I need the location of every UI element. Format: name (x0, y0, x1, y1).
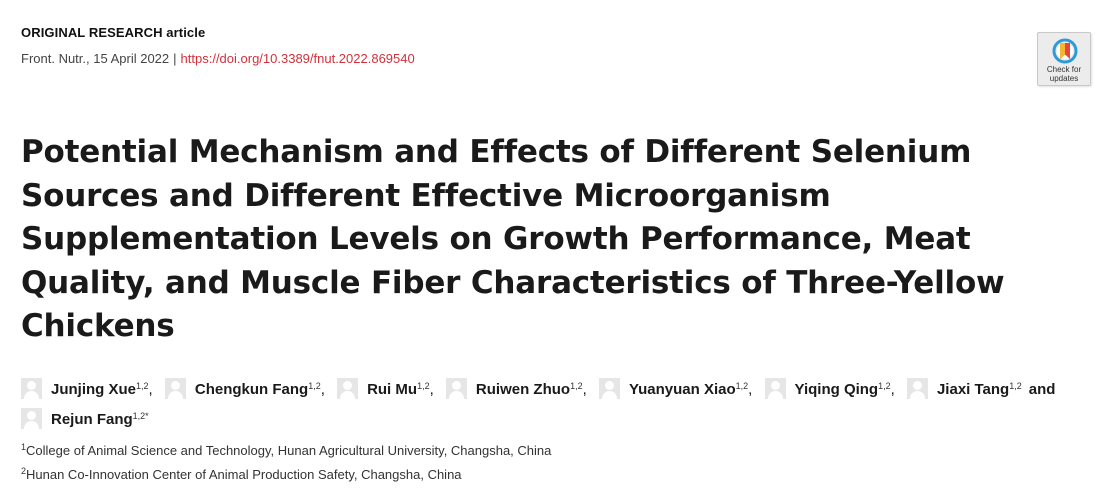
citation-separator: | (173, 51, 177, 66)
author-name[interactable]: Yiqing Qing (794, 381, 879, 398)
author-affiliation-sup: 1,2 (417, 381, 430, 391)
author-separator: , (890, 381, 895, 398)
author-name[interactable]: Rui Mu (367, 381, 418, 398)
avatar-placeholder-icon (21, 408, 42, 429)
author-affiliation-sup: 1,2 (136, 381, 149, 391)
author-name[interactable]: Chengkun Fang (194, 381, 309, 398)
doi-link[interactable]: https://doi.org/10.3389/fnut.2022.869540 (180, 51, 415, 66)
author-affiliation-sup: 1,2 (735, 381, 749, 391)
avatar-placeholder-icon (337, 378, 359, 399)
check-updates-line2: updates (1049, 74, 1079, 83)
author-name[interactable]: Junjing Xue (51, 381, 137, 398)
author-name[interactable]: Jiaxi Tang (936, 381, 1010, 398)
author-list: Junjing Xue1,2, Chengkun Fang1,2, Rui Mu… (21, 373, 1096, 433)
author-name[interactable]: Yuanyuan Xiao (628, 381, 736, 398)
author-name[interactable]: Rejun Fang (51, 411, 133, 428)
affiliation-text: Hunan Co-Innovation Center of Animal Pro… (26, 467, 462, 482)
avatar-placeholder-icon (906, 378, 928, 399)
crossmark-icon (1052, 38, 1078, 64)
author-item[interactable]: Jiaxi Tang1,2 and (906, 378, 1056, 399)
avatar-placeholder-icon (764, 378, 786, 399)
check-for-updates-label: Check for updates (1038, 65, 1090, 83)
avatar-placeholder-icon (21, 378, 42, 399)
author-separator: , (148, 381, 153, 398)
author-item[interactable]: Chengkun Fang1,2, (164, 378, 333, 399)
author-affiliation-sup: 1,2 (308, 381, 321, 391)
affiliation-sup: 2 (21, 466, 27, 476)
authors-conjunction: and (1028, 381, 1056, 398)
author-affiliation-sup: 1,2 (1009, 381, 1022, 391)
author-item[interactable]: Rui Mu1,2, (337, 378, 442, 399)
avatar-placeholder-icon (598, 378, 620, 399)
article-type-label: ORIGINAL RESEARCH article (21, 25, 206, 40)
avatar-placeholder-icon (445, 378, 467, 399)
affiliations: 1College of Animal Science and Technolog… (21, 437, 551, 485)
check-for-updates-badge[interactable]: Check for updates (1037, 32, 1091, 86)
author-affiliation-sup: 1,2* (132, 411, 149, 421)
author-separator: , (582, 381, 587, 398)
author-item[interactable]: Ruiwen Zhuo1,2, (445, 378, 595, 399)
author-item[interactable]: Yiqing Qing1,2, (764, 378, 903, 399)
author-separator: , (748, 381, 753, 398)
author-item[interactable]: Rejun Fang1,2* (21, 408, 149, 429)
author-separator: , (320, 381, 325, 398)
citation-line: Front. Nutr., 15 April 2022 | https://doi.… (21, 51, 415, 66)
author-affiliation-sup: 1,2 (570, 381, 583, 391)
affiliation-sup: 1 (21, 442, 27, 452)
affiliation-item: 2Hunan Co-Innovation Center of Animal Pr… (21, 461, 551, 485)
journal-date: Front. Nutr., 15 April 2022 (21, 51, 170, 66)
author-item[interactable]: Junjing Xue1,2, (21, 378, 161, 399)
article-title: Potential Mechanism and Effects of Diffe… (21, 134, 1005, 344)
affiliation-item: 1College of Animal Science and Technolog… (21, 437, 551, 461)
author-item[interactable]: Yuanyuan Xiao1,2, (598, 378, 760, 399)
author-name[interactable]: Ruiwen Zhuo (475, 381, 571, 398)
check-updates-line1: Check for (1046, 65, 1082, 74)
author-affiliation-sup: 1,2 (878, 381, 891, 391)
avatar-placeholder-icon (164, 378, 186, 399)
author-separator: , (429, 381, 434, 398)
affiliation-text: College of Animal Science and Technology… (26, 443, 552, 458)
